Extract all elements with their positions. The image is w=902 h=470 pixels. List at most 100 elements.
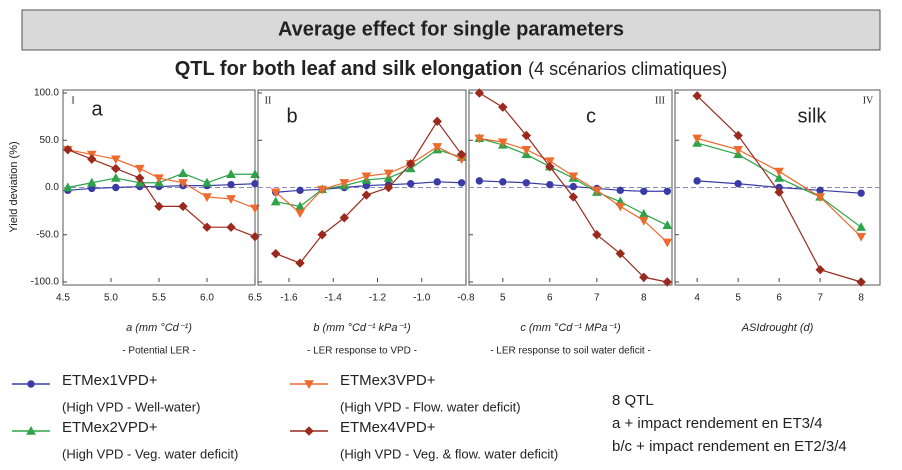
point: [339, 179, 350, 188]
point: [112, 183, 120, 192]
point: [499, 178, 507, 186]
point: [383, 169, 394, 179]
point: [615, 248, 626, 259]
panel-numeral: II: [265, 95, 272, 106]
point: [111, 163, 121, 174]
point: [178, 168, 188, 178]
point: [774, 187, 784, 197]
note: a + impact rendement en ET3/4: [612, 415, 823, 432]
point: [498, 102, 508, 112]
point: [27, 380, 35, 388]
legend-description: (High VPD - Veg. water deficit): [62, 446, 238, 461]
point: [815, 265, 825, 275]
y-tick-label: 0.0: [45, 182, 59, 193]
point: [544, 157, 555, 167]
point: [568, 192, 579, 202]
point: [497, 138, 508, 148]
point: [662, 220, 673, 229]
point: [295, 258, 305, 268]
point: [304, 426, 314, 436]
y-axis-label: Yield deviation (%): [8, 141, 20, 232]
point: [202, 222, 212, 232]
x-tick-label: -1.6: [280, 293, 298, 304]
legend-name: ETMex3VPD+: [340, 372, 436, 389]
point: [592, 230, 602, 240]
subtitle-main: QTL for both leaf and silk elongation: [175, 58, 522, 80]
point: [250, 204, 260, 214]
point: [270, 248, 281, 259]
panel-numeral: IV: [863, 95, 874, 106]
point: [662, 238, 673, 248]
point: [615, 202, 626, 212]
legend-description: (High VPD - Flow. water deficit): [340, 399, 521, 414]
x-tick-label: 6.5: [248, 293, 262, 304]
point: [202, 193, 212, 202]
y-tick-label: -100.0: [31, 277, 60, 288]
point: [62, 182, 73, 192]
point: [227, 180, 235, 189]
x-tick-label: 4.5: [56, 293, 70, 304]
legend-name: ETMex2VPD+: [62, 419, 158, 436]
x-tick-label: 5.5: [152, 293, 166, 304]
x-tick-label: 5: [735, 293, 741, 304]
point: [87, 154, 97, 164]
panel-numeral: I: [71, 95, 74, 106]
point: [546, 180, 554, 189]
point: [815, 193, 825, 202]
y-tick-label: 50.0: [40, 135, 60, 146]
point: [154, 174, 164, 184]
point: [568, 172, 579, 182]
legend-description: (High VPD - Well-water): [62, 399, 200, 414]
x-tick-label: 5: [500, 293, 506, 304]
point: [226, 222, 236, 232]
point: [521, 146, 532, 155]
point: [26, 425, 36, 435]
title-box: [21, 9, 881, 51]
point: [154, 201, 164, 212]
point: [405, 159, 416, 169]
point: [474, 134, 485, 144]
x-axis-sublabel: - Potential LER -: [122, 346, 195, 357]
point: [521, 130, 532, 141]
point: [63, 144, 73, 155]
x-tick-label: 6.0: [200, 293, 214, 304]
x-tick-label: -1.2: [369, 293, 387, 304]
y-tick-label: 100.0: [34, 88, 59, 99]
x-tick-label: -1.0: [413, 293, 431, 304]
point: [317, 230, 327, 240]
x-tick-label: 5.0: [104, 293, 118, 304]
legend-name: ETMex4VPD+: [340, 419, 436, 436]
point: [638, 216, 649, 226]
point: [178, 201, 188, 212]
x-axis-label: ASIdrought (d): [741, 322, 814, 334]
series-line: [67, 149, 256, 238]
point: [270, 196, 281, 206]
x-axis-sublabel: - LER response to soil water deficit -: [490, 346, 651, 357]
point: [545, 162, 555, 172]
point: [432, 143, 443, 152]
point: [522, 179, 531, 187]
point: [591, 186, 602, 196]
point: [226, 195, 236, 204]
x-axis-label: c (mm °Cd⁻¹ MPa⁻¹): [520, 322, 621, 334]
legend-name: ETMex1VPD+: [62, 372, 158, 389]
series-line: [275, 120, 463, 264]
point: [857, 189, 865, 197]
point: [856, 232, 866, 242]
point: [569, 182, 578, 191]
point: [361, 172, 372, 182]
point: [110, 173, 121, 182]
point: [295, 209, 305, 219]
x-tick-label: 7: [594, 293, 600, 304]
x-tick-label: -1.4: [325, 293, 343, 304]
point: [456, 149, 467, 160]
panel-numeral: III: [655, 95, 665, 106]
point: [226, 169, 236, 178]
point: [270, 188, 281, 198]
panel-label: c: [586, 105, 596, 127]
subtitle-note: (4 scénarios climatiques): [528, 59, 727, 79]
title: Average effect for single parameters: [278, 18, 624, 40]
x-tick-label: 4: [694, 293, 700, 304]
note: 8 QTL: [612, 392, 654, 409]
point: [733, 130, 743, 141]
